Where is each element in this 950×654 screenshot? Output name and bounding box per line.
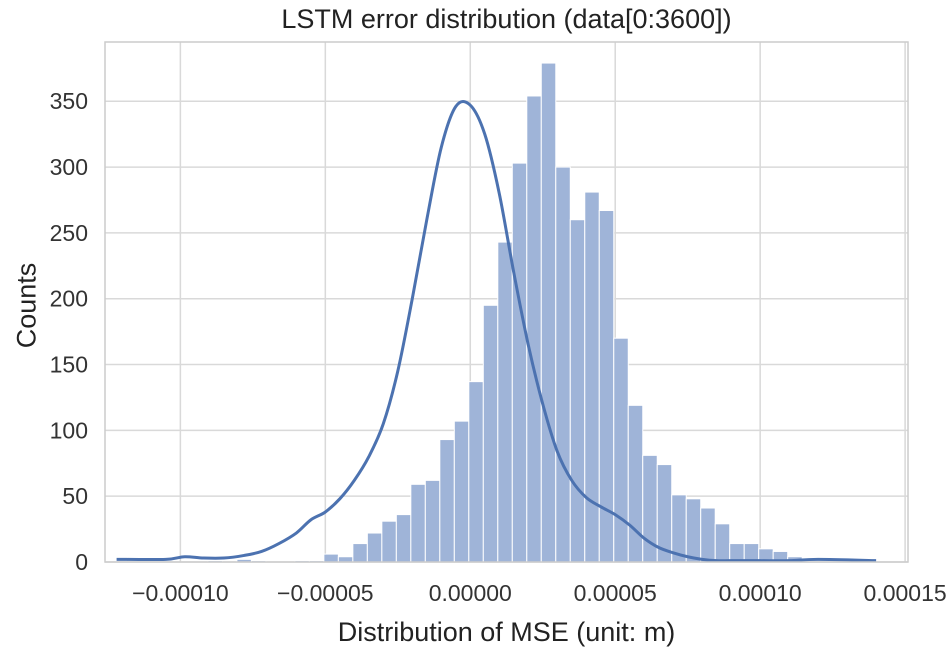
x-tick-label: 0.00005 [574, 580, 657, 606]
x-tick-label: −0.00005 [277, 580, 374, 606]
histogram-bars [207, 62, 803, 563]
histogram-bar [439, 439, 455, 563]
histogram-bar [453, 420, 470, 563]
histogram-bar [468, 381, 484, 563]
y-tick-labels: 0 50 100 150 200 250 300 350 [50, 88, 88, 575]
x-axis-label: Distribution of MSE (unit: m) [337, 617, 676, 647]
histogram-bar [511, 162, 528, 563]
histogram-bar [410, 483, 426, 563]
plot-frame [104, 41, 909, 563]
histogram-bar [540, 62, 557, 563]
histogram-bar [482, 304, 499, 563]
y-tick-label: 50 [62, 483, 88, 509]
x-tick-label: 0.00015 [864, 580, 947, 606]
y-tick-label: 100 [50, 417, 88, 443]
kde-curve-group [116, 100, 877, 563]
histogram-bar [381, 520, 397, 563]
y-tick-label: 250 [50, 220, 88, 246]
histogram-bar [323, 553, 339, 563]
histogram-bar [569, 219, 586, 563]
x-tick-label: 0.00010 [719, 580, 802, 606]
histogram-bar [584, 191, 600, 563]
histogram-bar [700, 507, 716, 563]
histogram-bar [497, 241, 513, 563]
histogram-bar [613, 337, 629, 563]
x-tick-labels: −0.00010 −0.00005 0.00000 0.00005 0.00010 0.0… [132, 580, 947, 606]
histogram-bar [627, 404, 644, 563]
y-tick-label: 200 [50, 286, 88, 312]
y-tick-label: 150 [50, 352, 88, 378]
histogram-bar [526, 95, 542, 563]
histogram-bar [555, 166, 571, 563]
histogram-bar [352, 543, 368, 563]
histogram-bar [366, 532, 383, 563]
y-tick-label: 350 [50, 88, 88, 114]
kde-curve [116, 100, 877, 563]
chart-title: LSTM error distribution (data[0:3600]) [281, 4, 732, 34]
histogram-bar [714, 523, 731, 563]
y-tick-label: 300 [50, 154, 88, 180]
histogram-bar [395, 514, 412, 563]
histogram-bar [424, 479, 441, 563]
x-tick-label: −0.00010 [132, 580, 229, 606]
x-tick-label: 0.00000 [429, 580, 512, 606]
histogram-bar [685, 498, 702, 563]
y-tick-label: 0 [75, 549, 88, 575]
histogram-bar [337, 556, 354, 563]
